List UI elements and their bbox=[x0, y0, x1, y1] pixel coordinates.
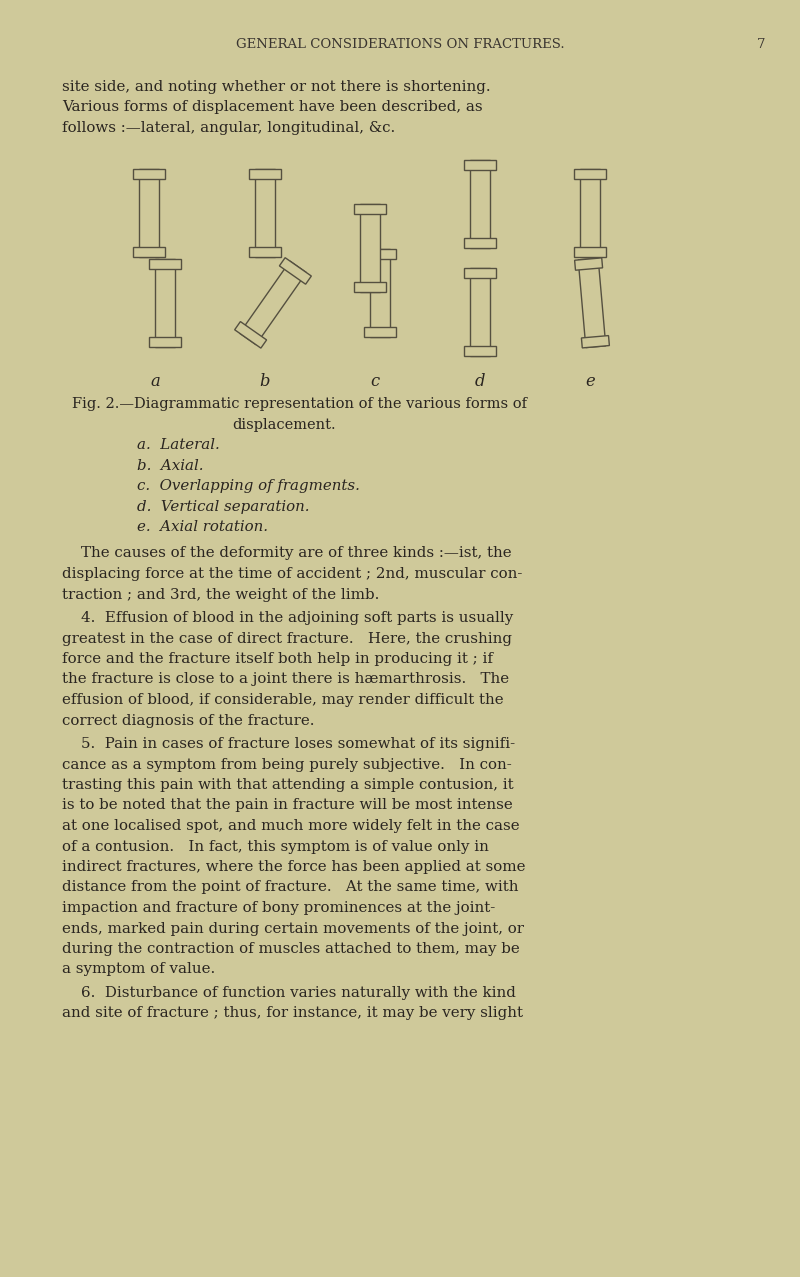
Bar bbox=[239, 261, 306, 345]
Text: c.  Overlapping of fragments.: c. Overlapping of fragments. bbox=[137, 479, 360, 493]
Text: GENERAL CONSIDERATIONS ON FRACTURES.: GENERAL CONSIDERATIONS ON FRACTURES. bbox=[236, 38, 564, 51]
Bar bbox=[354, 204, 386, 215]
Bar bbox=[470, 268, 490, 356]
Bar bbox=[149, 259, 181, 269]
Bar bbox=[464, 238, 496, 248]
Bar bbox=[155, 259, 175, 347]
Bar bbox=[149, 337, 181, 347]
Text: of a contusion.   In fact, this symptom is of value only in: of a contusion. In fact, this symptom is… bbox=[62, 839, 489, 853]
Text: a symptom of value.: a symptom of value. bbox=[62, 963, 215, 977]
Text: displacing force at the time of accident ; 2nd, muscular con-: displacing force at the time of accident… bbox=[62, 567, 522, 581]
Text: e.  Axial rotation.: e. Axial rotation. bbox=[137, 520, 268, 534]
Bar bbox=[364, 327, 396, 337]
Bar bbox=[139, 169, 159, 257]
Text: cance as a symptom from being purely subjective.   In con-: cance as a symptom from being purely sub… bbox=[62, 757, 512, 771]
Text: force and the fracture itself both help in producing it ; if: force and the fracture itself both help … bbox=[62, 653, 493, 667]
Text: a: a bbox=[150, 373, 160, 389]
Bar bbox=[464, 160, 496, 170]
Text: impaction and fracture of bony prominences at the joint-: impaction and fracture of bony prominenc… bbox=[62, 902, 495, 916]
Bar bbox=[574, 246, 606, 257]
Bar bbox=[249, 246, 281, 257]
Text: displacement.: displacement. bbox=[232, 418, 336, 432]
Text: b: b bbox=[260, 373, 270, 389]
Text: d: d bbox=[474, 373, 486, 389]
Text: site side, and noting whether or not there is shortening.: site side, and noting whether or not the… bbox=[62, 80, 490, 94]
Text: c: c bbox=[370, 373, 379, 389]
Bar bbox=[470, 160, 490, 248]
Text: follows :—lateral, angular, longitudinal, &c.: follows :—lateral, angular, longitudinal… bbox=[62, 121, 395, 135]
Text: effusion of blood, if considerable, may render difficult the: effusion of blood, if considerable, may … bbox=[62, 693, 504, 707]
Bar bbox=[464, 268, 496, 278]
Bar bbox=[574, 169, 606, 179]
Text: during the contraction of muscles attached to them, may be: during the contraction of muscles attach… bbox=[62, 942, 520, 956]
Bar bbox=[249, 169, 281, 179]
Bar bbox=[370, 249, 390, 337]
Text: d.  Vertical separation.: d. Vertical separation. bbox=[137, 499, 310, 513]
Text: at one localised spot, and much more widely felt in the case: at one localised spot, and much more wid… bbox=[62, 819, 520, 833]
Text: the fracture is close to a joint there is hæmarthrosis.   The: the fracture is close to a joint there i… bbox=[62, 673, 509, 687]
Text: distance from the point of fracture.   At the same time, with: distance from the point of fracture. At … bbox=[62, 881, 518, 894]
Bar bbox=[364, 249, 396, 259]
Bar bbox=[354, 282, 386, 292]
Bar bbox=[360, 204, 380, 292]
Text: 4.  Effusion of blood in the adjoining soft parts is usually: 4. Effusion of blood in the adjoining so… bbox=[62, 610, 514, 624]
Text: correct diagnosis of the fracture.: correct diagnosis of the fracture. bbox=[62, 714, 314, 728]
Text: Various forms of displacement have been described, as: Various forms of displacement have been … bbox=[62, 101, 482, 115]
Bar bbox=[133, 246, 165, 257]
Text: a.  Lateral.: a. Lateral. bbox=[137, 438, 220, 452]
Bar bbox=[255, 169, 275, 257]
Text: and site of fracture ; thus, for instance, it may be very slight: and site of fracture ; thus, for instanc… bbox=[62, 1006, 523, 1020]
Bar bbox=[574, 258, 602, 271]
Bar bbox=[279, 258, 311, 285]
Text: b.  Axial.: b. Axial. bbox=[137, 458, 203, 472]
Text: 6.  Disturbance of function varies naturally with the kind: 6. Disturbance of function varies natura… bbox=[62, 986, 516, 1000]
Text: 5.  Pain in cases of fracture loses somewhat of its signifi-: 5. Pain in cases of fracture loses somew… bbox=[62, 737, 515, 751]
Text: greatest in the case of direct fracture.   Here, the crushing: greatest in the case of direct fracture.… bbox=[62, 632, 512, 645]
Bar bbox=[582, 336, 610, 347]
Text: trasting this pain with that attending a simple contusion, it: trasting this pain with that attending a… bbox=[62, 778, 514, 792]
Bar bbox=[578, 258, 606, 347]
Text: The causes of the deformity are of three kinds :—ist, the: The causes of the deformity are of three… bbox=[62, 547, 512, 561]
Text: indirect fractures, where the force has been applied at some: indirect fractures, where the force has … bbox=[62, 859, 526, 873]
Text: ends, marked pain during certain movements of the joint, or: ends, marked pain during certain movemen… bbox=[62, 922, 524, 936]
Bar bbox=[133, 169, 165, 179]
Text: Fig. 2.—Diagrammatic representation of the various forms of: Fig. 2.—Diagrammatic representation of t… bbox=[72, 397, 527, 411]
Bar bbox=[464, 346, 496, 356]
Text: 7: 7 bbox=[757, 38, 765, 51]
Bar bbox=[580, 169, 600, 257]
Text: traction ; and 3rd, the weight of the limb.: traction ; and 3rd, the weight of the li… bbox=[62, 587, 379, 601]
Text: is to be noted that the pain in fracture will be most intense: is to be noted that the pain in fracture… bbox=[62, 798, 513, 812]
Bar bbox=[234, 322, 266, 349]
Text: e: e bbox=[585, 373, 595, 389]
